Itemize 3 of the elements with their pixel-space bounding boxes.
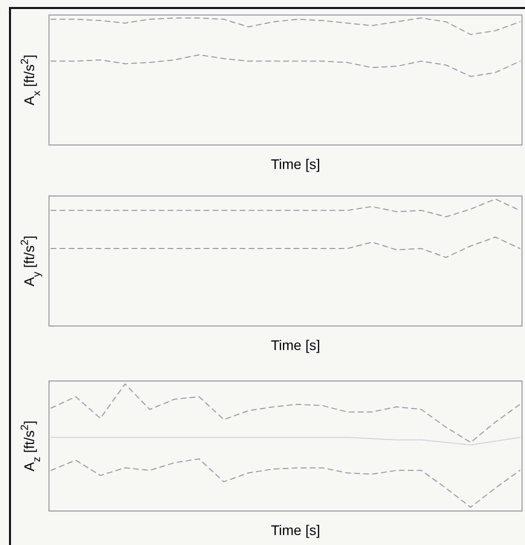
- x-axis-title: Time [s]: [270, 156, 320, 172]
- x-axis-title: Time [s]: [270, 522, 320, 538]
- x-axis-title: Time [s]: [270, 337, 320, 353]
